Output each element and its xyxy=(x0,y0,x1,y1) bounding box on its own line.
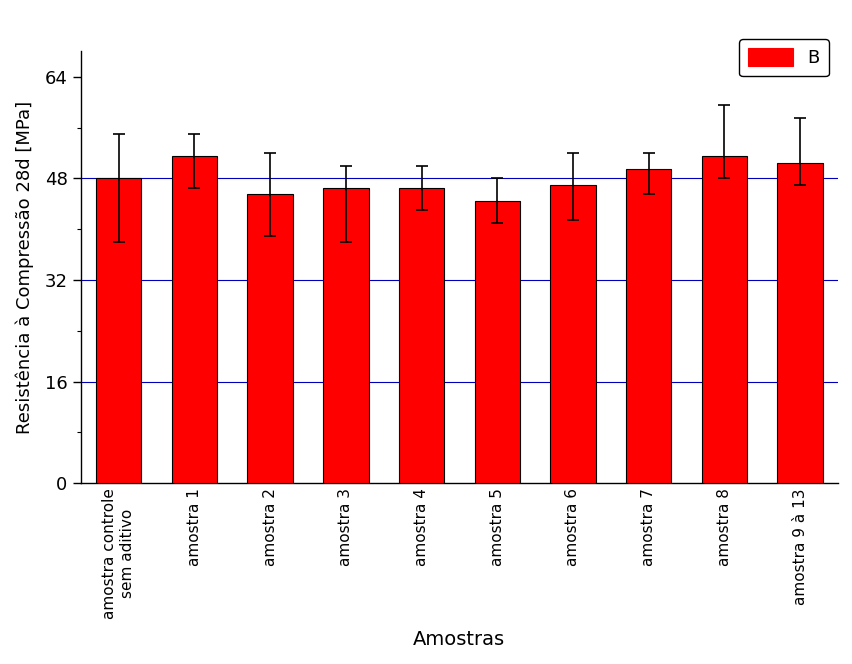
Bar xyxy=(625,169,671,483)
Bar xyxy=(550,185,595,483)
Y-axis label: Resistência à Compressão 28d [MPa]: Resistência à Compressão 28d [MPa] xyxy=(15,101,33,434)
Bar xyxy=(474,201,520,483)
Bar xyxy=(776,163,822,483)
Bar xyxy=(247,195,292,483)
Bar xyxy=(171,156,217,483)
Bar xyxy=(95,179,141,483)
Bar xyxy=(701,156,746,483)
Legend: B: B xyxy=(738,39,828,76)
X-axis label: Amostras: Amostras xyxy=(413,630,505,649)
Bar xyxy=(399,188,444,483)
Bar xyxy=(323,188,368,483)
